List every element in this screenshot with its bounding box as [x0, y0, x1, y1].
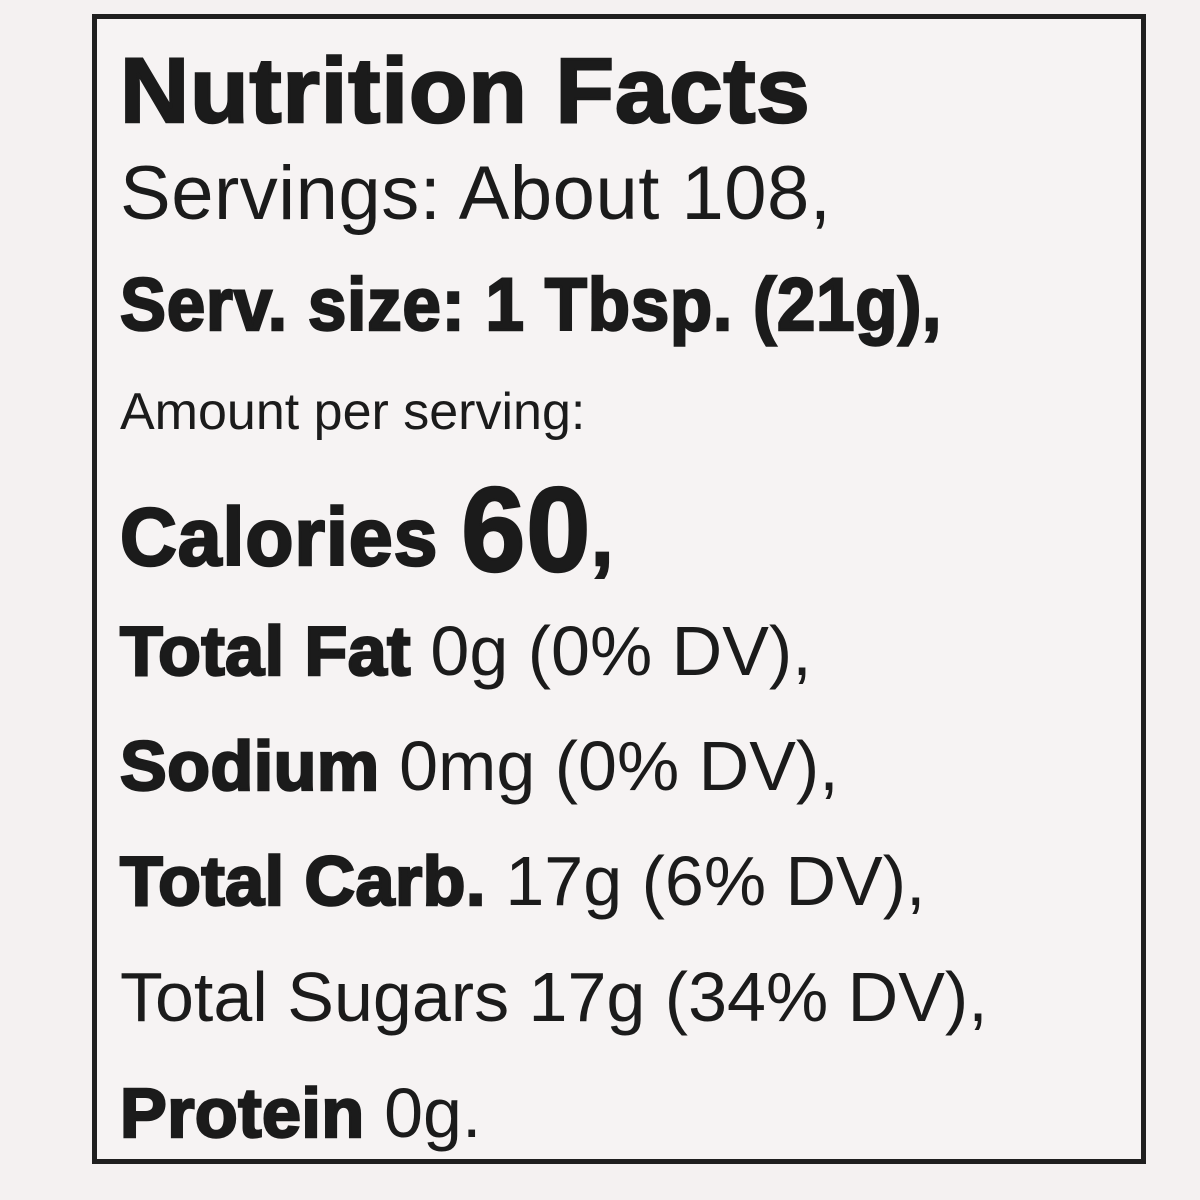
nutrient-name: Sodium — [119, 727, 381, 805]
calories-row: Calories 60, — [119, 469, 615, 592]
nutrient-row-protein: Protein 0g. — [119, 1077, 482, 1150]
nutrition-facts-panel — [92, 14, 1146, 1164]
nutrient-amount: 0mg (0% DV), — [379, 727, 839, 805]
calories-label: Calories — [119, 492, 439, 583]
nutrient-name: Total Sugars — [120, 958, 510, 1036]
nutrient-row-total-sugars: Total Sugars 17g (34% DV), — [120, 962, 988, 1032]
nutrient-row-sodium: Sodium 0mg (0% DV), — [119, 730, 839, 803]
nutrient-name: Total Fat — [119, 612, 412, 690]
nutrient-amount: 17g (6% DV), — [485, 842, 926, 920]
calories-value: 60 — [460, 463, 592, 597]
nutrient-row-total-carb: Total Carb. 17g (6% DV), — [119, 845, 926, 918]
servings-per-container: Servings: About 108, — [120, 151, 832, 236]
nutrient-amount: 0g. — [364, 1074, 482, 1152]
nutrient-amount: 17g (34% DV), — [509, 958, 988, 1036]
nutrient-amount: 0g (0% DV), — [410, 612, 812, 690]
serving-size: Serv. size: 1 Tbsp. (21g), — [119, 263, 943, 346]
amount-per-serving: Amount per serving: — [120, 383, 586, 441]
nutrient-name: Total Carb. — [119, 842, 487, 920]
nutrient-row-total-fat: Total Fat 0g (0% DV), — [119, 615, 812, 688]
nutrient-name: Protein — [119, 1074, 366, 1152]
label-title: Nutrition Facts — [119, 40, 811, 142]
calories-suffix: , — [590, 492, 615, 583]
